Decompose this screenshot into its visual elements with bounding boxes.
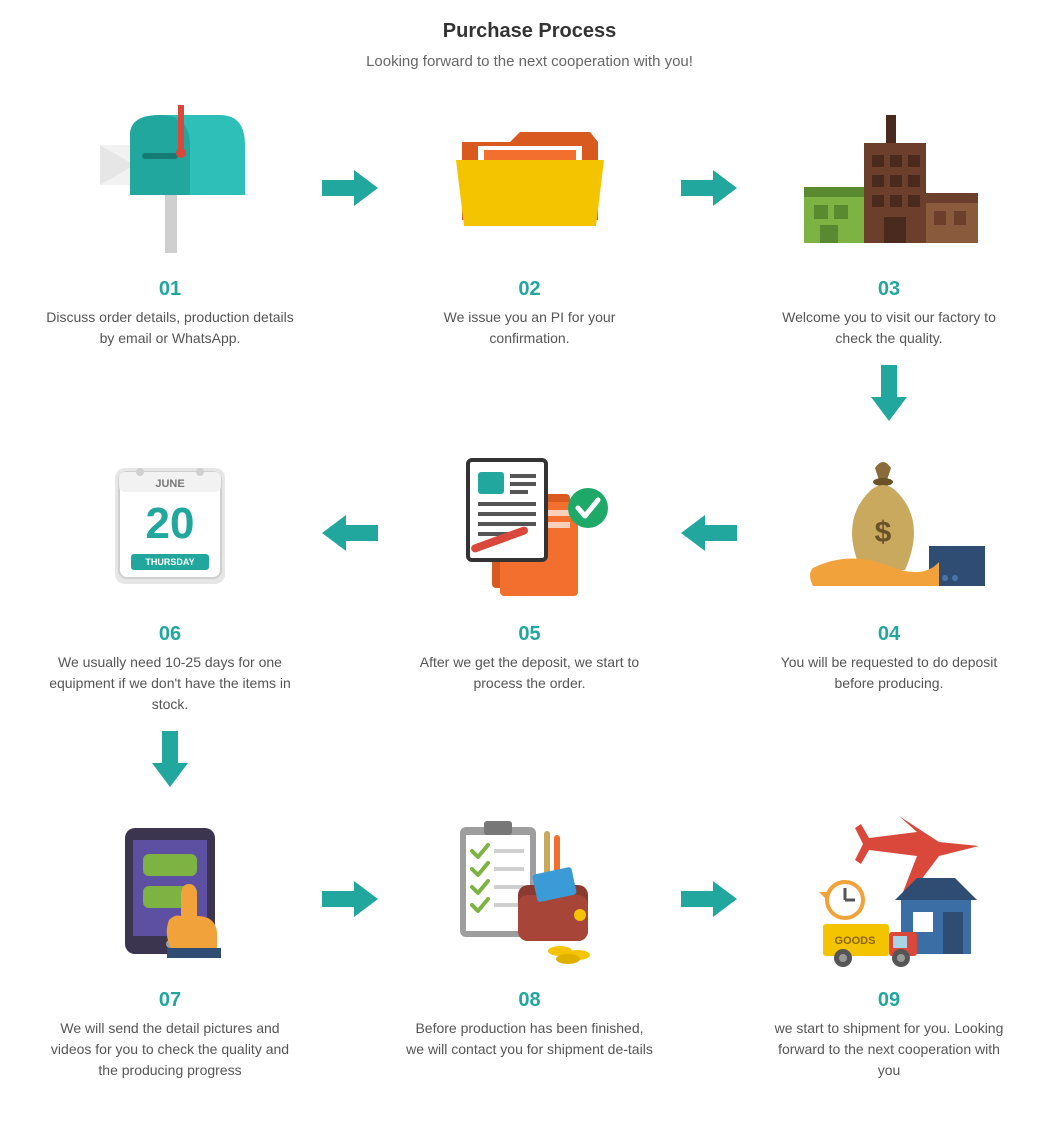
step-number: 07	[159, 989, 181, 1012]
shipping-icon: GOODS	[789, 811, 989, 971]
arrow-down-row-1	[40, 359, 1019, 435]
calendar-icon: JUNE 20 THURSDAY	[70, 445, 270, 605]
step-number: 06	[159, 623, 181, 646]
step-08: 08 Before production has been finished, …	[400, 811, 660, 1060]
step-04: $ 04 You will be requested to do deposit…	[759, 445, 1019, 694]
svg-text:JUNE: JUNE	[155, 478, 184, 490]
folder-icon	[430, 100, 630, 260]
step-05: 05 After we get the deposit, we start to…	[400, 445, 660, 694]
step-desc: After we get the deposit, we start to pr…	[400, 652, 660, 694]
step-desc: You will be requested to do deposit befo…	[759, 652, 1019, 694]
step-number: 08	[518, 989, 540, 1012]
step-number: 03	[878, 278, 900, 301]
step-number: 05	[518, 623, 540, 646]
step-desc: Welcome you to visit our factory to chec…	[759, 307, 1019, 349]
page-title: Purchase Process	[40, 20, 1019, 43]
svg-text:GOODS: GOODS	[835, 935, 876, 947]
step-09: GOODS 09 we start to shipment for you. L…	[759, 811, 1019, 1081]
step-number: 01	[159, 278, 181, 301]
step-desc: Before production has been finished, we …	[400, 1018, 660, 1060]
step-number: 09	[878, 989, 900, 1012]
mailbox-icon	[70, 100, 270, 260]
step-desc: we start to shipment for you. Looking fo…	[759, 1018, 1019, 1081]
svg-text:THURSDAY: THURSDAY	[145, 557, 194, 567]
arrow-right-icon	[320, 100, 380, 206]
tablet-touch-icon	[70, 811, 270, 971]
step-desc: We issue you an PI for your confirmation…	[400, 307, 660, 349]
document-check-icon	[430, 445, 630, 605]
arrow-right-icon	[320, 811, 380, 917]
svg-text:$: $	[875, 516, 892, 549]
arrow-down-icon	[759, 365, 1019, 421]
step-07: 07 We will send the detail pictures and …	[40, 811, 300, 1081]
svg-text:20: 20	[146, 499, 195, 548]
page-subtitle: Looking forward to the next cooperation …	[40, 53, 1019, 70]
arrow-right-icon	[679, 811, 739, 917]
arrow-down-icon	[40, 731, 300, 787]
step-03: 03 Welcome you to visit our factory to c…	[759, 100, 1019, 349]
arrow-left-icon	[320, 445, 380, 551]
checklist-wallet-icon	[430, 811, 630, 971]
row-2: JUNE 20 THURSDAY 06 We usually need 10-2…	[40, 445, 1019, 715]
row-3: 07 We will send the detail pictures and …	[40, 811, 1019, 1081]
step-number: 02	[518, 278, 540, 301]
factory-icon	[789, 100, 989, 260]
row-1: 01 Discuss order details, production det…	[40, 100, 1019, 349]
arrow-down-row-2	[40, 725, 1019, 801]
step-02: 02 We issue you an PI for your confirmat…	[400, 100, 660, 349]
arrow-right-icon	[679, 100, 739, 206]
step-number: 04	[878, 623, 900, 646]
step-desc: We usually need 10-25 days for one equip…	[40, 652, 300, 715]
step-01: 01 Discuss order details, production det…	[40, 100, 300, 349]
process-grid: 01 Discuss order details, production det…	[40, 100, 1019, 1081]
step-desc: We will send the detail pictures and vid…	[40, 1018, 300, 1081]
money-bag-icon: $	[789, 445, 989, 605]
step-desc: Discuss order details, production detail…	[40, 307, 300, 349]
step-06: JUNE 20 THURSDAY 06 We usually need 10-2…	[40, 445, 300, 715]
arrow-left-icon	[679, 445, 739, 551]
